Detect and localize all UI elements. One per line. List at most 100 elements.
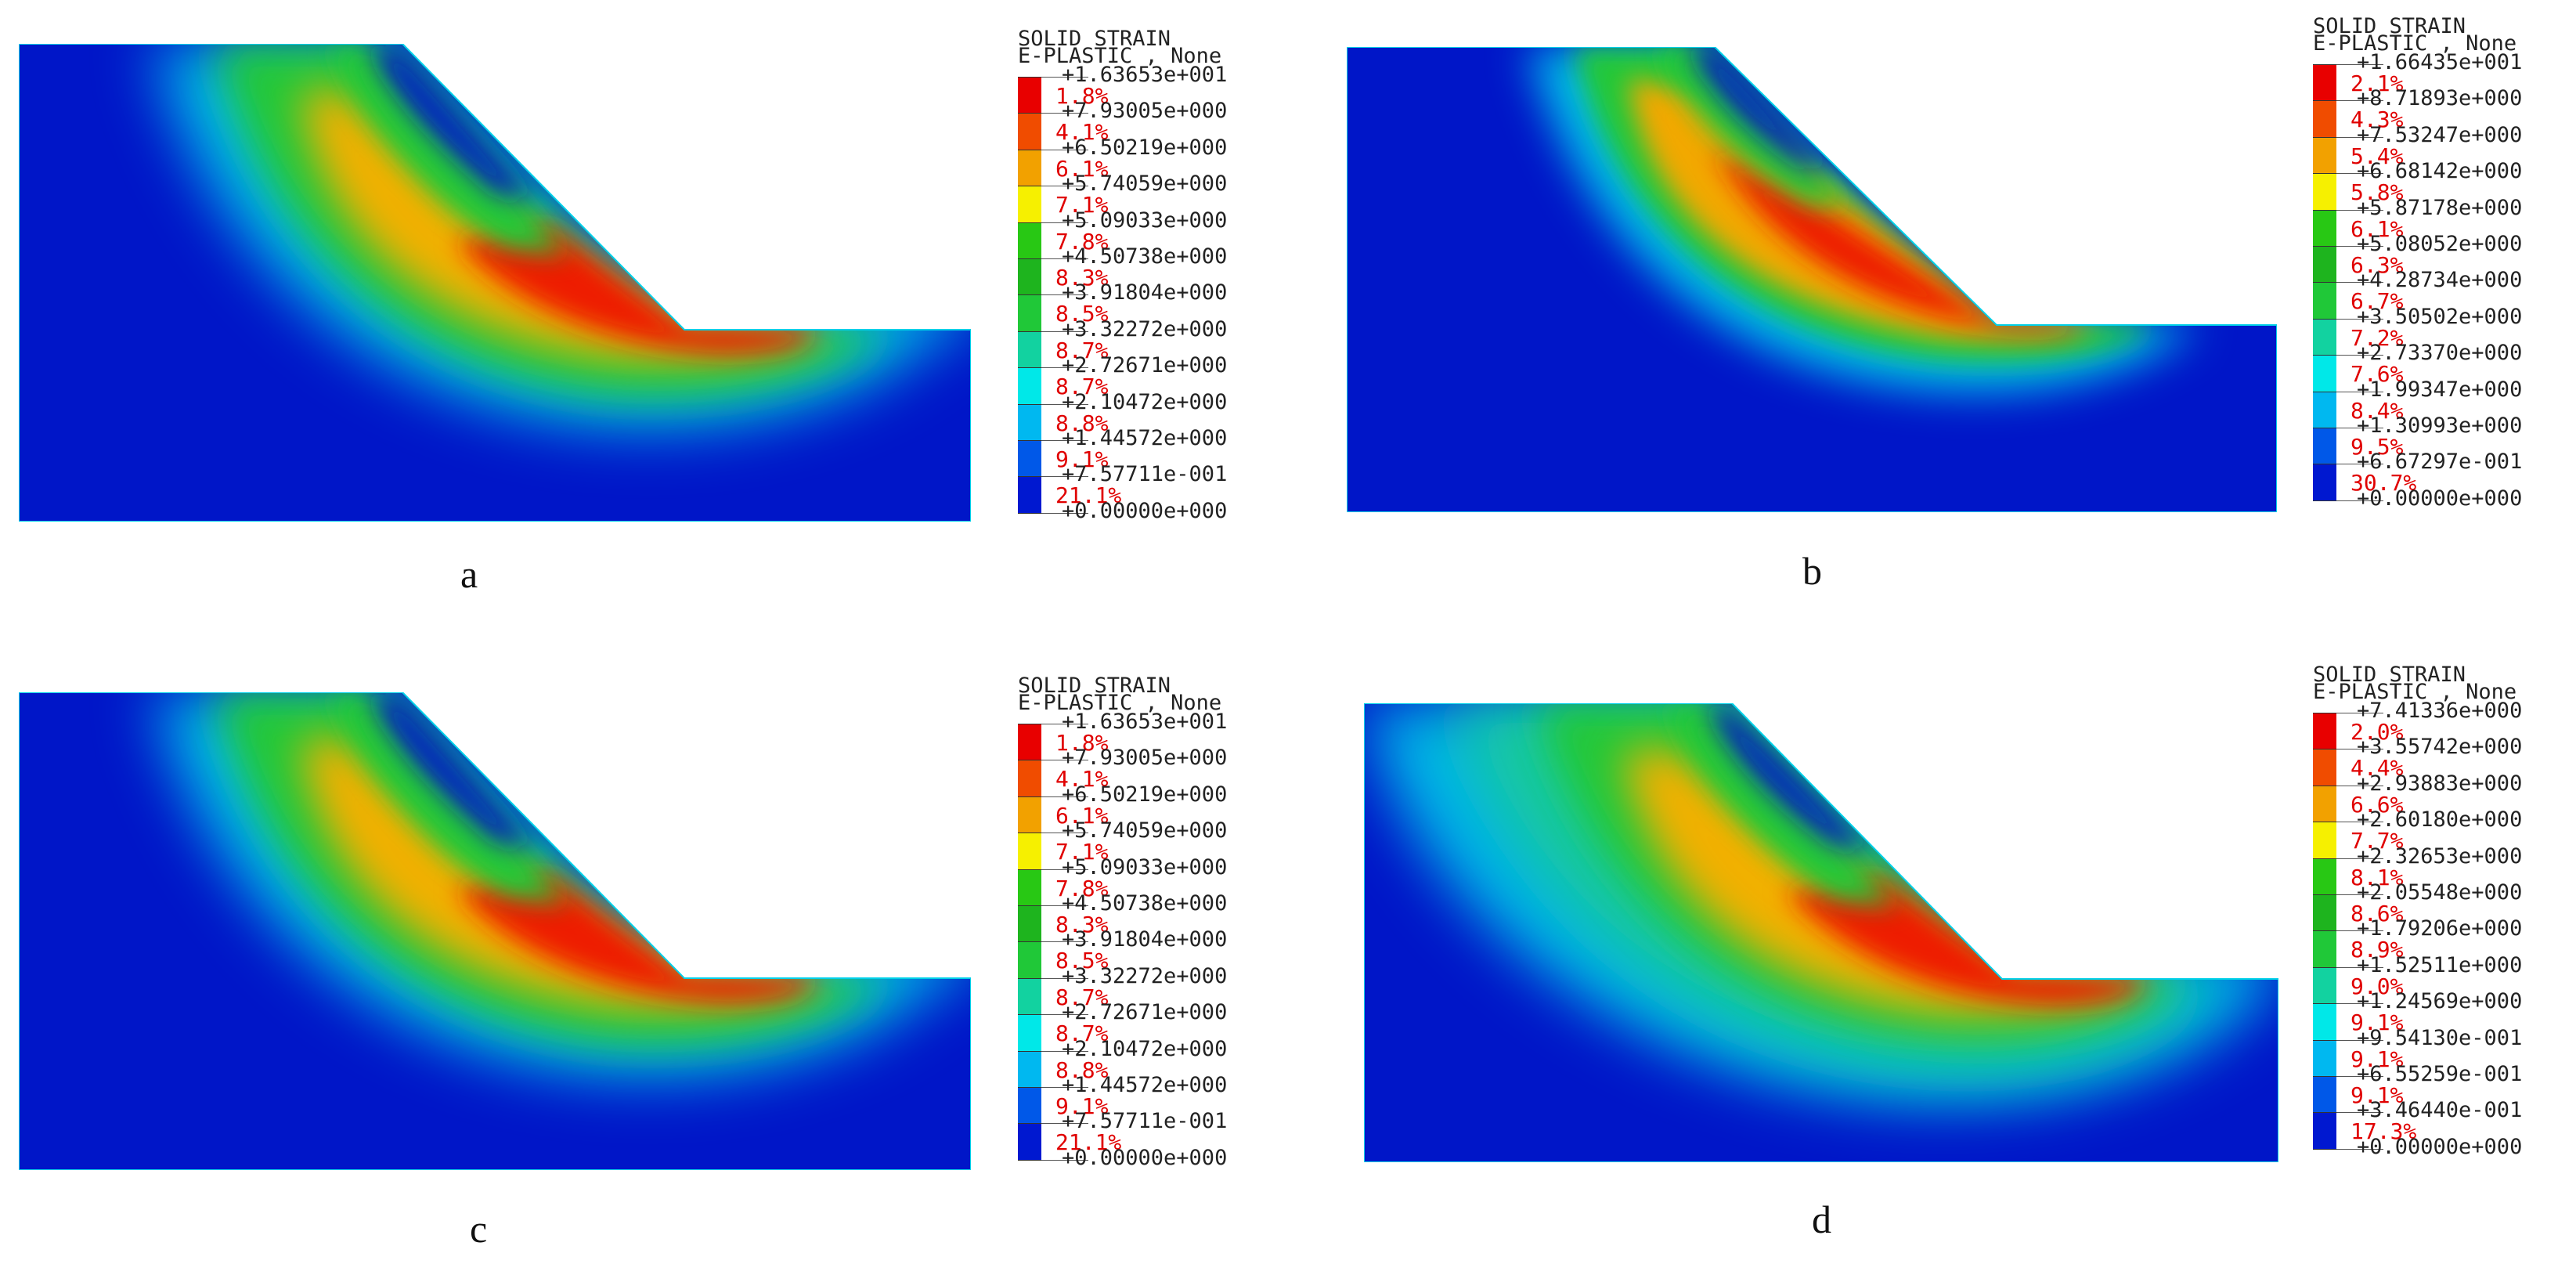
legend-swatch xyxy=(2313,209,2336,246)
legend-tick-label: +5.08052e+000 xyxy=(2357,232,2523,256)
legend-tick-line xyxy=(2336,282,2383,284)
legend-swatch xyxy=(1018,403,1041,440)
legend-percent: 2.0% xyxy=(2351,719,2404,745)
legend-percent: 9.1% xyxy=(2351,1010,2404,1036)
legend-percent: 6.1% xyxy=(1055,155,1109,182)
legend-tick-line xyxy=(1041,294,1088,296)
legend-swatch xyxy=(2313,318,2336,356)
legend-percent: 7.1% xyxy=(1055,192,1109,219)
legend-c: SOLID STRAIN E-PLASTIC , None 1.8% 4.1% 6.… xyxy=(1018,675,1300,1170)
legend-swatch xyxy=(1018,869,1041,905)
legend-tick-line xyxy=(2336,966,2383,968)
legend-tick-label: +3.91804e+000 xyxy=(1062,927,1228,952)
legend-percent: 4.1% xyxy=(1055,119,1109,146)
legend-swatch xyxy=(1018,1050,1041,1087)
legend-swatch xyxy=(1018,977,1041,1015)
legend-percent: 5.4% xyxy=(2351,143,2404,169)
legend-tick-label: +3.91804e+000 xyxy=(1062,280,1228,305)
legend-percent: 9.1% xyxy=(2351,1046,2404,1072)
legend-tick-label: +5.09033e+000 xyxy=(1062,208,1228,233)
legend-percent: 9.1% xyxy=(1055,446,1109,472)
legend-tick-line xyxy=(2336,64,2383,65)
legend-percent: 8.6% xyxy=(2351,901,2404,926)
legend-tick-label: +1.44572e+000 xyxy=(1062,1073,1228,1097)
legend-percent: 21.1% xyxy=(1055,482,1122,509)
legend-swatch xyxy=(1018,77,1041,114)
legend-tick-label: +6.68142e+000 xyxy=(2357,159,2523,184)
legend-tick-label: +6.50219e+000 xyxy=(1062,135,1228,160)
legend-bottom-border xyxy=(1018,512,1041,514)
legend-tick-line xyxy=(2336,209,2383,211)
legend-tick-line xyxy=(1041,440,1088,441)
legend-percent: 8.3% xyxy=(1055,265,1109,291)
legend-percent: 7.7% xyxy=(2351,828,2404,854)
legend-tick-label: +2.93883e+000 xyxy=(2357,771,2523,796)
legend-swatch xyxy=(2313,64,2336,101)
legend-percent: 30.7% xyxy=(2351,470,2417,497)
legend-tick-label: +4.50738e+000 xyxy=(1062,891,1228,916)
legend-tick-line xyxy=(2336,246,2383,247)
legend-percent: 17.3% xyxy=(2351,1118,2417,1145)
legend-swatch xyxy=(1018,941,1041,978)
legend-tick-label: +7.93005e+000 xyxy=(1062,99,1228,124)
legend-tick-line xyxy=(2336,894,2383,895)
legend-percent: 9.0% xyxy=(2351,973,2404,999)
legend-tick-line xyxy=(1041,113,1088,114)
legend-tick-line xyxy=(1041,330,1088,332)
legend-tick-line xyxy=(2336,1112,2383,1114)
legend-b: SOLID STRAIN E-PLASTIC , None 2.1% 4.3% 5.… xyxy=(2313,16,2576,511)
legend-swatch xyxy=(1018,440,1041,477)
legend-swatch xyxy=(2313,1039,2336,1076)
legend-percent: 7.1% xyxy=(1055,839,1109,865)
legend-percent: 2.1% xyxy=(2351,70,2404,96)
legend-tick-line xyxy=(1041,222,1088,223)
legend-tick-line xyxy=(1041,77,1088,78)
legend-percent: 1.8% xyxy=(1055,730,1109,756)
legend-swatch xyxy=(1018,330,1041,368)
legend-swatch xyxy=(1018,724,1041,760)
legend-tick-line xyxy=(2336,1148,2383,1150)
legend-tick-line xyxy=(1041,905,1088,906)
legend-percent: 8.3% xyxy=(1055,912,1109,937)
legend-tick-line xyxy=(2336,1039,2383,1041)
legend-tick-label: +7.57711e-001 xyxy=(1062,1109,1228,1134)
legend-tick-label: +7.53247e+000 xyxy=(2357,122,2523,147)
legend-tick-label: +2.10472e+000 xyxy=(1062,389,1228,414)
legend-tick-line xyxy=(2336,858,2383,859)
legend-percent: 8.9% xyxy=(2351,937,2404,963)
legend-tick-label: +6.67297e-001 xyxy=(2357,450,2523,475)
legend-percent: 6.7% xyxy=(2351,288,2404,315)
legend-percent: 9.1% xyxy=(1055,1093,1109,1119)
slope-contour-plot-b xyxy=(1347,47,2277,512)
legend-tick-label: +3.32272e+000 xyxy=(1062,316,1228,341)
legend-swatch xyxy=(2313,100,2336,137)
legend-a: SOLID STRAIN E-PLASTIC , None 1.8% 4.1% 6.… xyxy=(1018,28,1300,523)
legend-percent: 4.1% xyxy=(1055,766,1109,793)
legend-tick-label: +8.71893e+000 xyxy=(2357,86,2523,111)
legend-swatch xyxy=(1018,367,1041,404)
legend-tick-label: +5.09033e+000 xyxy=(1062,854,1228,879)
legend-percent: 8.5% xyxy=(1055,948,1109,974)
legend-tick-line xyxy=(1041,258,1088,259)
legend-swatch xyxy=(2313,464,2336,500)
legend-tick-line xyxy=(2336,930,2383,932)
legend-tick-line xyxy=(1041,1087,1088,1088)
legend-percent: 6.6% xyxy=(2351,791,2404,818)
legend-tick-line xyxy=(2336,355,2383,356)
legend-tick-label: +7.57711e-001 xyxy=(1062,462,1228,487)
legend-tick-label: +5.74059e+000 xyxy=(1062,172,1228,197)
legend-tick-line xyxy=(1041,367,1088,369)
legend-bottom-border xyxy=(2313,500,2336,501)
legend-swatch xyxy=(1018,476,1041,513)
legend-percent: 6.3% xyxy=(2351,252,2404,278)
legend-percent: 7.6% xyxy=(2351,361,2404,388)
legend-subtitle: E-PLASTIC , None xyxy=(2313,31,2517,56)
legend-tick-line xyxy=(1041,796,1088,797)
legend-percent: 8.7% xyxy=(1055,337,1109,363)
legend-swatch xyxy=(2313,428,2336,464)
legend-tick-line xyxy=(2336,318,2383,320)
legend-tick-label: +1.30993e+000 xyxy=(2357,414,2523,438)
legend-tick-line xyxy=(2336,1003,2383,1005)
legend-swatch xyxy=(2313,173,2336,210)
legend-tick-label: +5.87178e+000 xyxy=(2357,195,2523,220)
